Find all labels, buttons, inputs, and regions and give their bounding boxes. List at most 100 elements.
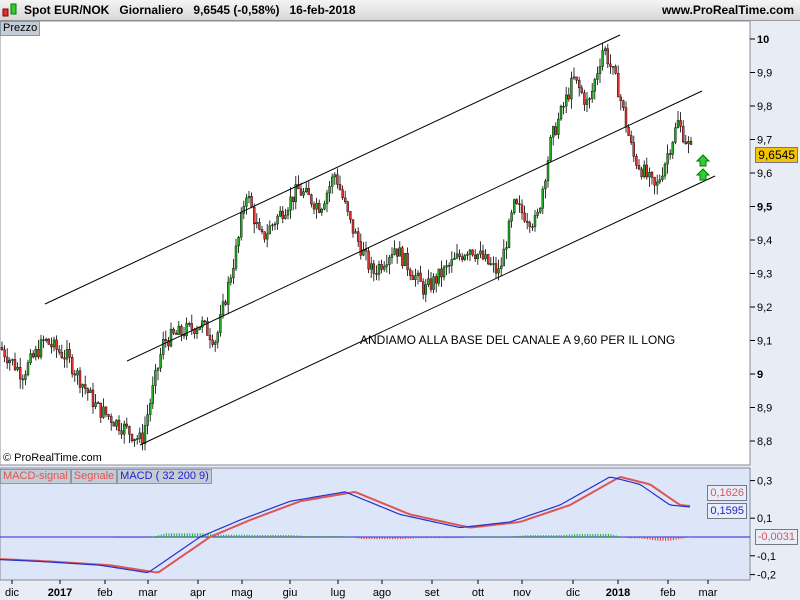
candle bbox=[120, 430, 123, 435]
candle bbox=[247, 196, 251, 199]
candle bbox=[377, 263, 381, 275]
candle bbox=[122, 423, 126, 435]
x-tick-label: lug bbox=[331, 587, 346, 599]
candle bbox=[169, 328, 173, 347]
candle bbox=[148, 403, 152, 415]
candle bbox=[154, 370, 157, 386]
candle bbox=[219, 314, 222, 333]
candle bbox=[47, 338, 50, 345]
y-tick-label: 8,9 bbox=[757, 403, 772, 415]
candle bbox=[19, 367, 22, 380]
candle bbox=[401, 247, 404, 267]
candle bbox=[546, 160, 550, 182]
candle bbox=[271, 224, 274, 227]
candle bbox=[333, 174, 336, 178]
x-tick-label: mag bbox=[231, 587, 252, 599]
candle bbox=[679, 120, 682, 127]
x-tick-label: nov bbox=[513, 587, 531, 599]
candle bbox=[16, 367, 19, 370]
candle bbox=[656, 181, 659, 186]
price: 9,6545 (-0,58%) bbox=[193, 3, 280, 17]
y-tick-label: 9,4 bbox=[757, 235, 772, 247]
candle bbox=[190, 323, 194, 330]
candle bbox=[268, 225, 271, 235]
candle bbox=[83, 384, 87, 389]
candle bbox=[507, 220, 511, 248]
site-link[interactable]: www.ProRealTime.com bbox=[661, 3, 794, 17]
candle bbox=[351, 219, 355, 234]
candle bbox=[396, 248, 399, 257]
candle bbox=[318, 202, 321, 213]
candle bbox=[289, 196, 292, 211]
candle bbox=[461, 256, 464, 260]
tab-macd-signal[interactable]: MACD-signal bbox=[0, 469, 71, 484]
candle bbox=[487, 254, 490, 265]
candle bbox=[650, 172, 654, 178]
candle bbox=[55, 339, 58, 350]
candle bbox=[213, 341, 217, 345]
candle bbox=[687, 141, 690, 144]
candle bbox=[52, 339, 56, 348]
candle bbox=[24, 374, 27, 380]
tab-segnale[interactable]: Segnale bbox=[70, 469, 118, 484]
candle bbox=[255, 222, 259, 225]
candle bbox=[445, 265, 448, 268]
tab-prezzo[interactable]: Prezzo bbox=[0, 21, 41, 36]
candle bbox=[180, 325, 183, 335]
candle bbox=[588, 98, 591, 100]
candle bbox=[559, 106, 563, 120]
macd-panel bbox=[0, 467, 751, 581]
candle bbox=[206, 320, 209, 336]
candle bbox=[187, 323, 191, 325]
symbol: Spot EUR/NOK bbox=[24, 3, 110, 17]
candle bbox=[583, 92, 586, 105]
candle bbox=[450, 259, 453, 266]
candle bbox=[37, 349, 40, 358]
candle bbox=[167, 340, 170, 347]
candle bbox=[320, 209, 323, 213]
candle bbox=[442, 266, 446, 278]
signal-value: 0,1626 bbox=[707, 485, 747, 501]
candle bbox=[128, 426, 131, 435]
candle bbox=[520, 204, 524, 214]
candle bbox=[5, 356, 9, 364]
candle bbox=[481, 250, 485, 260]
candle bbox=[338, 184, 342, 190]
candle bbox=[640, 168, 643, 177]
candle bbox=[474, 254, 477, 259]
macd-tick-label: 0,1 bbox=[757, 513, 772, 525]
candle bbox=[42, 339, 45, 341]
candle bbox=[305, 188, 308, 192]
macd-tick-label: -0,1 bbox=[757, 551, 776, 563]
candle bbox=[403, 252, 407, 267]
candle bbox=[500, 265, 503, 269]
candle bbox=[11, 359, 14, 361]
candle bbox=[76, 370, 79, 376]
candle bbox=[484, 254, 487, 260]
candle bbox=[645, 164, 648, 178]
candle bbox=[424, 284, 427, 295]
tab-macd[interactable]: MACD ( 32 200 9) bbox=[117, 469, 212, 484]
candle bbox=[312, 203, 316, 210]
candle bbox=[523, 212, 526, 222]
x-tick-label: 2018 bbox=[606, 587, 630, 599]
candle bbox=[367, 250, 370, 270]
candle bbox=[245, 197, 248, 207]
candle bbox=[669, 153, 672, 155]
candle bbox=[611, 66, 615, 68]
candle bbox=[526, 220, 529, 223]
candle bbox=[539, 207, 542, 213]
x-tick-label: giu bbox=[283, 587, 298, 599]
candle bbox=[221, 301, 225, 315]
candle bbox=[151, 385, 155, 404]
candle bbox=[102, 406, 105, 418]
candle bbox=[453, 257, 456, 260]
x-tick-label: 2017 bbox=[48, 587, 72, 599]
y-tick-label: 9,9 bbox=[757, 68, 772, 80]
candle bbox=[489, 263, 492, 265]
candle bbox=[279, 210, 282, 217]
candle bbox=[89, 389, 92, 393]
y-tick-label: 9,2 bbox=[757, 302, 772, 314]
candle bbox=[50, 344, 53, 348]
candle bbox=[419, 272, 422, 282]
